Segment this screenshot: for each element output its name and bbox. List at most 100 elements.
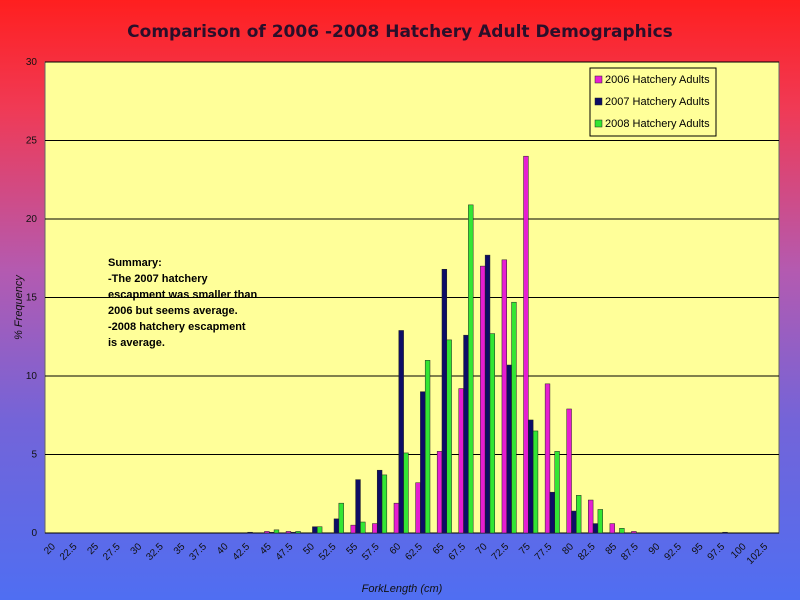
summary-line: is average. xyxy=(108,337,165,349)
y-tick-label: 25 xyxy=(26,136,38,147)
bar xyxy=(269,531,275,534)
x-tick-label: 22.5 xyxy=(58,541,80,563)
bar xyxy=(317,526,323,534)
bar xyxy=(631,531,637,534)
legend: 2006 Hatchery Adults 2007 Hatchery Adults… xyxy=(589,67,717,137)
x-axis-label: ForkLength (cm) xyxy=(362,583,443,595)
bar xyxy=(273,529,280,534)
y-tick-label: 30 xyxy=(26,57,38,68)
y-tick-label: 5 xyxy=(31,450,37,461)
summary-annotation: Summary: -The 2007 hatchery escapment was … xyxy=(108,257,257,349)
y-tick-labels: 0 5 10 15 20 25 30 xyxy=(26,57,38,539)
x-tick-label: 85 xyxy=(604,541,620,557)
x-tick-label: 20 xyxy=(42,541,58,557)
x-tick-label: 82.5 xyxy=(576,541,598,563)
bar xyxy=(355,479,361,534)
bar xyxy=(480,265,486,534)
bar xyxy=(544,383,551,534)
bar xyxy=(592,523,599,534)
bar xyxy=(458,388,464,534)
y-axis-label: % Frequency xyxy=(13,274,25,340)
legend-box xyxy=(589,67,717,137)
bar xyxy=(441,268,448,534)
bar xyxy=(398,330,404,534)
x-tick-label: 32.5 xyxy=(144,541,166,563)
bar xyxy=(571,510,577,534)
x-tick-label: 92.5 xyxy=(662,541,684,563)
summary-line: -2008 hatchery escapment xyxy=(108,321,246,333)
x-tick-label: 90 xyxy=(647,541,663,557)
x-tick-label: 52.5 xyxy=(317,541,339,563)
bar xyxy=(424,360,431,534)
x-tick-label: 80 xyxy=(560,541,576,557)
bar xyxy=(463,334,469,534)
x-tick-label: 102.5 xyxy=(745,541,771,567)
bar xyxy=(333,518,340,534)
bar xyxy=(484,254,491,534)
bar xyxy=(597,509,603,534)
bar xyxy=(722,531,728,534)
bar xyxy=(506,364,512,534)
x-tick-label: 35 xyxy=(172,541,188,557)
gridlines xyxy=(45,61,779,534)
x-tick-label: 75 xyxy=(517,541,533,557)
bar xyxy=(523,155,529,534)
bar xyxy=(350,524,356,534)
bar xyxy=(549,491,555,534)
legend-label: 2007 Hatchery Adults xyxy=(605,96,710,108)
bar xyxy=(247,531,253,534)
bar xyxy=(295,531,301,534)
bar xyxy=(554,451,560,534)
chart-title: Comparison of 2006 -2008 Hatchery Adult … xyxy=(127,22,673,42)
x-tick-label: 47.5 xyxy=(274,541,296,563)
summary-line: escapment was smaller than xyxy=(108,289,257,301)
x-tick-label: 77.5 xyxy=(533,541,555,563)
bar xyxy=(372,523,378,534)
x-tick-label: 57.5 xyxy=(360,541,382,563)
legend-swatch xyxy=(594,119,603,128)
bar xyxy=(393,502,400,534)
bar xyxy=(588,499,594,534)
y-tick-label: 15 xyxy=(26,293,38,304)
y-tick-label: 20 xyxy=(26,214,38,225)
bar xyxy=(468,204,474,534)
x-tick-label: 30 xyxy=(129,541,145,557)
x-tick-label: 40 xyxy=(215,541,231,557)
legend-swatch xyxy=(594,75,603,84)
bar xyxy=(609,523,615,534)
x-tick-label: 45 xyxy=(258,541,274,557)
legend-label: 2006 Hatchery Adults xyxy=(605,74,710,86)
bar xyxy=(381,474,388,534)
x-tick-label: 62.5 xyxy=(403,541,425,563)
bar xyxy=(489,333,496,534)
bar xyxy=(501,259,507,534)
bar xyxy=(511,301,517,534)
x-tick-label: 55 xyxy=(345,541,361,557)
x-tick-label: 97.5 xyxy=(706,541,728,563)
bar xyxy=(264,531,270,534)
bar xyxy=(566,408,572,534)
legend-swatch xyxy=(594,97,603,106)
bars xyxy=(247,155,728,534)
bar xyxy=(532,430,539,534)
y-tick-label: 0 xyxy=(31,528,37,539)
x-tick-label: 37.5 xyxy=(187,541,209,563)
bar xyxy=(403,452,409,534)
bar xyxy=(619,528,625,534)
bar xyxy=(360,521,366,534)
bar xyxy=(290,531,296,534)
x-tick-label: 42.5 xyxy=(231,541,253,563)
bar xyxy=(415,482,421,534)
bar xyxy=(576,495,582,534)
summary-line: Summary: xyxy=(108,257,162,269)
bar xyxy=(285,531,292,534)
x-tick-label: 27.5 xyxy=(101,541,123,563)
x-tick-label: 67.5 xyxy=(447,541,469,563)
x-tick-label: 50 xyxy=(301,541,317,557)
x-tick-label: 25 xyxy=(85,541,101,557)
x-tick-label: 65 xyxy=(431,541,447,557)
bar xyxy=(338,502,344,534)
x-tick-labels: 20 22.5 25 27.5 30 32.5 35 37.5 40 42.5 45 47.5 50 52… xyxy=(42,541,770,567)
x-tick-label: 95 xyxy=(690,541,706,557)
